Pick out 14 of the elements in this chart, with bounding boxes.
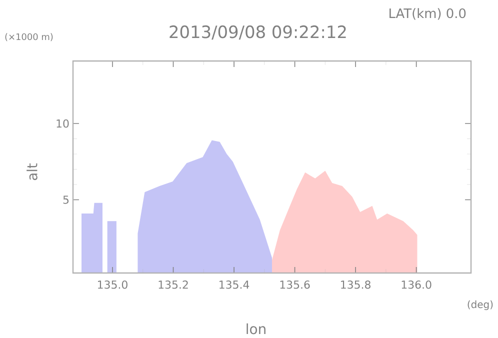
chart-subtitle: LAT(km) 0.0 <box>390 8 466 20</box>
x-tick-label: 135.4 <box>220 280 250 290</box>
x-axis-title: lon <box>246 324 266 334</box>
text: (×1000 m) <box>5 33 53 42</box>
x-tick-label: 135.2 <box>158 280 188 290</box>
chart-title: 2013/09/08 09:22:12 <box>170 26 346 40</box>
x-tick-label: 135.0 <box>98 280 128 290</box>
text: (deg) <box>468 300 493 310</box>
y-axis-title: alt <box>26 164 38 180</box>
x-tick-label: 135.6 <box>280 280 310 290</box>
y-tick-label: 10 <box>56 120 69 128</box>
x-tick-label: 135.8 <box>341 280 370 290</box>
x-tick-label: 136.0 <box>402 280 432 290</box>
y-tick-label: 5 <box>63 196 69 204</box>
